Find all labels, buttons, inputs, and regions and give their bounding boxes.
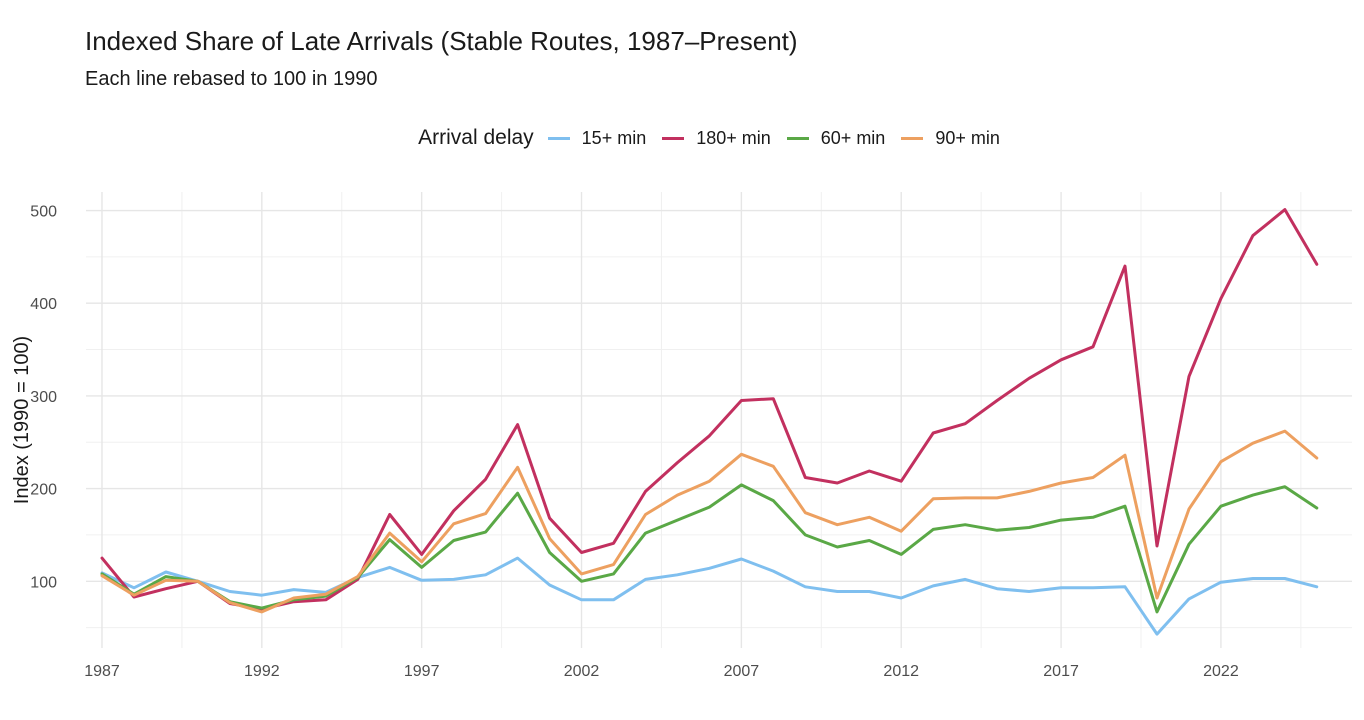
chart-title: Indexed Share of Late Arrivals (Stable R… bbox=[85, 26, 798, 56]
y-tick-label: 400 bbox=[30, 296, 57, 313]
legend-item-180: 180+ min bbox=[662, 128, 771, 149]
legend-label: 15+ min bbox=[581, 127, 647, 148]
legend-swatch bbox=[786, 136, 809, 140]
legend-item-15: 15+ min bbox=[547, 127, 647, 149]
legend: Arrival delay 15+ min 180+ min 60+ min 9… bbox=[0, 126, 1364, 150]
series-line-180min bbox=[100, 208, 1319, 611]
x-tick-label: 1987 bbox=[84, 663, 120, 680]
legend-title: Arrival delay bbox=[418, 126, 534, 149]
series-line-60min bbox=[100, 483, 1319, 614]
legend-swatch bbox=[662, 136, 685, 140]
legend-item-60: 60+ min bbox=[786, 127, 886, 149]
series-line-15min bbox=[100, 556, 1319, 636]
y-tick-label: 200 bbox=[30, 482, 57, 499]
legend-label: 90+ min bbox=[935, 127, 1000, 148]
x-tick-label: 2012 bbox=[883, 663, 919, 680]
y-tick-label: 300 bbox=[30, 389, 57, 406]
series-line-90min bbox=[100, 429, 1319, 614]
x-tick-label: 2017 bbox=[1043, 663, 1079, 680]
x-tick-label: 1992 bbox=[244, 663, 280, 680]
y-tick-label: 100 bbox=[30, 574, 57, 591]
x-tick-label: 2007 bbox=[724, 663, 760, 680]
legend-swatch bbox=[547, 136, 570, 140]
legend-swatch bbox=[901, 136, 924, 140]
chart-subtitle: Each line rebased to 100 in 1990 bbox=[85, 68, 378, 90]
y-axis-title: Index (1990 = 100) bbox=[11, 336, 33, 504]
x-tick-label: 1997 bbox=[404, 663, 440, 680]
legend-label: 60+ min bbox=[820, 127, 886, 148]
legend-item-90: 90+ min bbox=[901, 128, 1000, 149]
y-tick-label: 500 bbox=[30, 204, 57, 221]
x-tick-label: 2002 bbox=[564, 663, 600, 680]
x-tick-label: 2022 bbox=[1203, 663, 1239, 680]
legend-label: 180+ min bbox=[696, 127, 771, 148]
